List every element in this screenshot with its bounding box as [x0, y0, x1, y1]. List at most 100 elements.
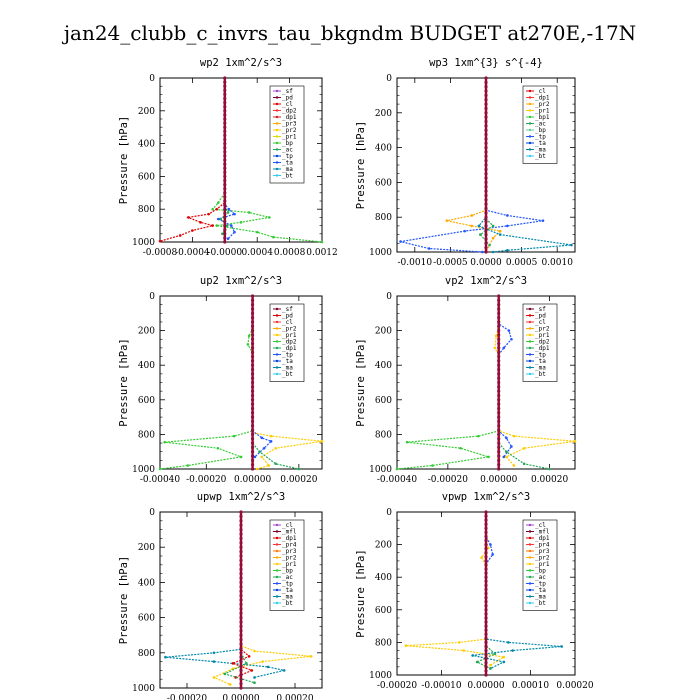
data-point [484, 640, 488, 645]
y-tick-label: 600 [138, 396, 155, 406]
legend-entry: _bp1 [535, 114, 550, 121]
data-point [484, 219, 488, 224]
data-point [223, 137, 227, 142]
data-point [250, 359, 255, 363]
series-line-1 [212, 512, 312, 686]
data-point [223, 195, 227, 199]
data-point [250, 333, 255, 337]
legend-entry: _ta [282, 587, 293, 594]
legend-marker [528, 359, 532, 363]
data-point [223, 211, 227, 215]
legend-entry: _pr3 [282, 548, 297, 555]
data-point [484, 128, 488, 132]
y-tick-label: 200 [138, 107, 155, 117]
data-point [223, 183, 227, 187]
data-point [484, 636, 488, 640]
legend-entry: _bt [535, 153, 546, 160]
data-point [498, 233, 502, 236]
legend-box [522, 519, 558, 611]
legend-entry: _tp [535, 134, 546, 141]
y-tick-label: 600 [375, 606, 392, 616]
legend-entry: _cl [282, 101, 293, 108]
legend-entry: _ac [282, 574, 293, 581]
legend-marker [528, 582, 532, 585]
legend: _sf_pd_cl_pr2_pr1_dp2_dp1_tp_ta_ma_bt [269, 303, 305, 382]
legend-entry: _dp1 [535, 95, 550, 102]
data-point [484, 185, 488, 189]
data-point [239, 554, 243, 558]
legend-marker [528, 96, 532, 99]
data-point [405, 440, 409, 444]
data-point [223, 174, 227, 178]
y-tick-label: 0 [149, 292, 155, 302]
data-point [484, 567, 488, 571]
data-point [491, 224, 495, 228]
data-point [484, 198, 488, 202]
data-point [223, 80, 227, 84]
legend-marker [275, 556, 279, 559]
data-point [497, 303, 501, 307]
data-point [506, 248, 509, 252]
legend-entry: _bp [535, 568, 546, 575]
data-point [223, 113, 227, 117]
legend-marker [528, 549, 532, 553]
data-point [481, 250, 484, 254]
legend: _cl_dp1_pr2_pr1_bp1_ac_bp_tp_ta_ma_bt [522, 85, 558, 164]
data-point [223, 162, 227, 166]
legend-marker [275, 523, 279, 527]
legend-marker [528, 154, 532, 158]
legend-marker [275, 135, 279, 138]
data-point [158, 239, 162, 243]
data-point [215, 207, 218, 211]
y-tick-label: 600 [138, 614, 155, 624]
data-point [239, 624, 243, 629]
panel-title: wp2 1xm^2/s^3 [200, 57, 282, 69]
data-point [272, 235, 275, 239]
data-point [484, 620, 488, 624]
y-tick-label: 400 [138, 140, 155, 150]
data-point [282, 669, 286, 672]
data-point [484, 612, 488, 616]
data-point [267, 464, 271, 467]
legend-entry: _ma [282, 594, 293, 601]
legend-entry: _cl [282, 319, 293, 326]
data-point [320, 240, 324, 244]
legend-entry: _bt [282, 600, 293, 607]
series-line-3 [396, 296, 500, 470]
legend-entry: _ta [535, 140, 546, 147]
panel-1: wp2 1xm^2/s^3 Pressure [hPa] 0 200 400 600 800… [118, 57, 338, 258]
data-point [484, 176, 488, 180]
legend-marker [275, 346, 279, 350]
data-point [223, 232, 227, 236]
series-line-1 [400, 78, 544, 253]
data-point [250, 380, 255, 385]
data-point [239, 519, 243, 523]
data-point [250, 294, 255, 298]
data-point [484, 106, 488, 111]
data-point [212, 660, 216, 663]
data-point [484, 233, 488, 237]
legend-marker [528, 148, 532, 151]
legend-marker [275, 154, 279, 158]
legend-entry: _pr1 [282, 134, 297, 141]
data-point [223, 187, 227, 191]
panel-title: upwp 1xm^2/s^3 [197, 491, 286, 503]
legend-entry: _mfl [535, 529, 550, 536]
data-point [250, 385, 255, 389]
data-point [187, 216, 190, 219]
data-point [262, 446, 266, 450]
data-point [493, 346, 497, 350]
data-point [497, 320, 501, 324]
data-point [250, 389, 255, 393]
data-point [497, 333, 501, 337]
legend-marker [275, 109, 279, 112]
data-point [250, 329, 255, 333]
legend-entry: _ma [282, 166, 293, 173]
data-point [250, 463, 255, 467]
data-point [488, 243, 491, 247]
data-point [484, 555, 488, 559]
data-point [497, 363, 501, 367]
legend-marker [275, 353, 279, 356]
legend-marker [275, 128, 279, 132]
data-point [431, 464, 434, 467]
